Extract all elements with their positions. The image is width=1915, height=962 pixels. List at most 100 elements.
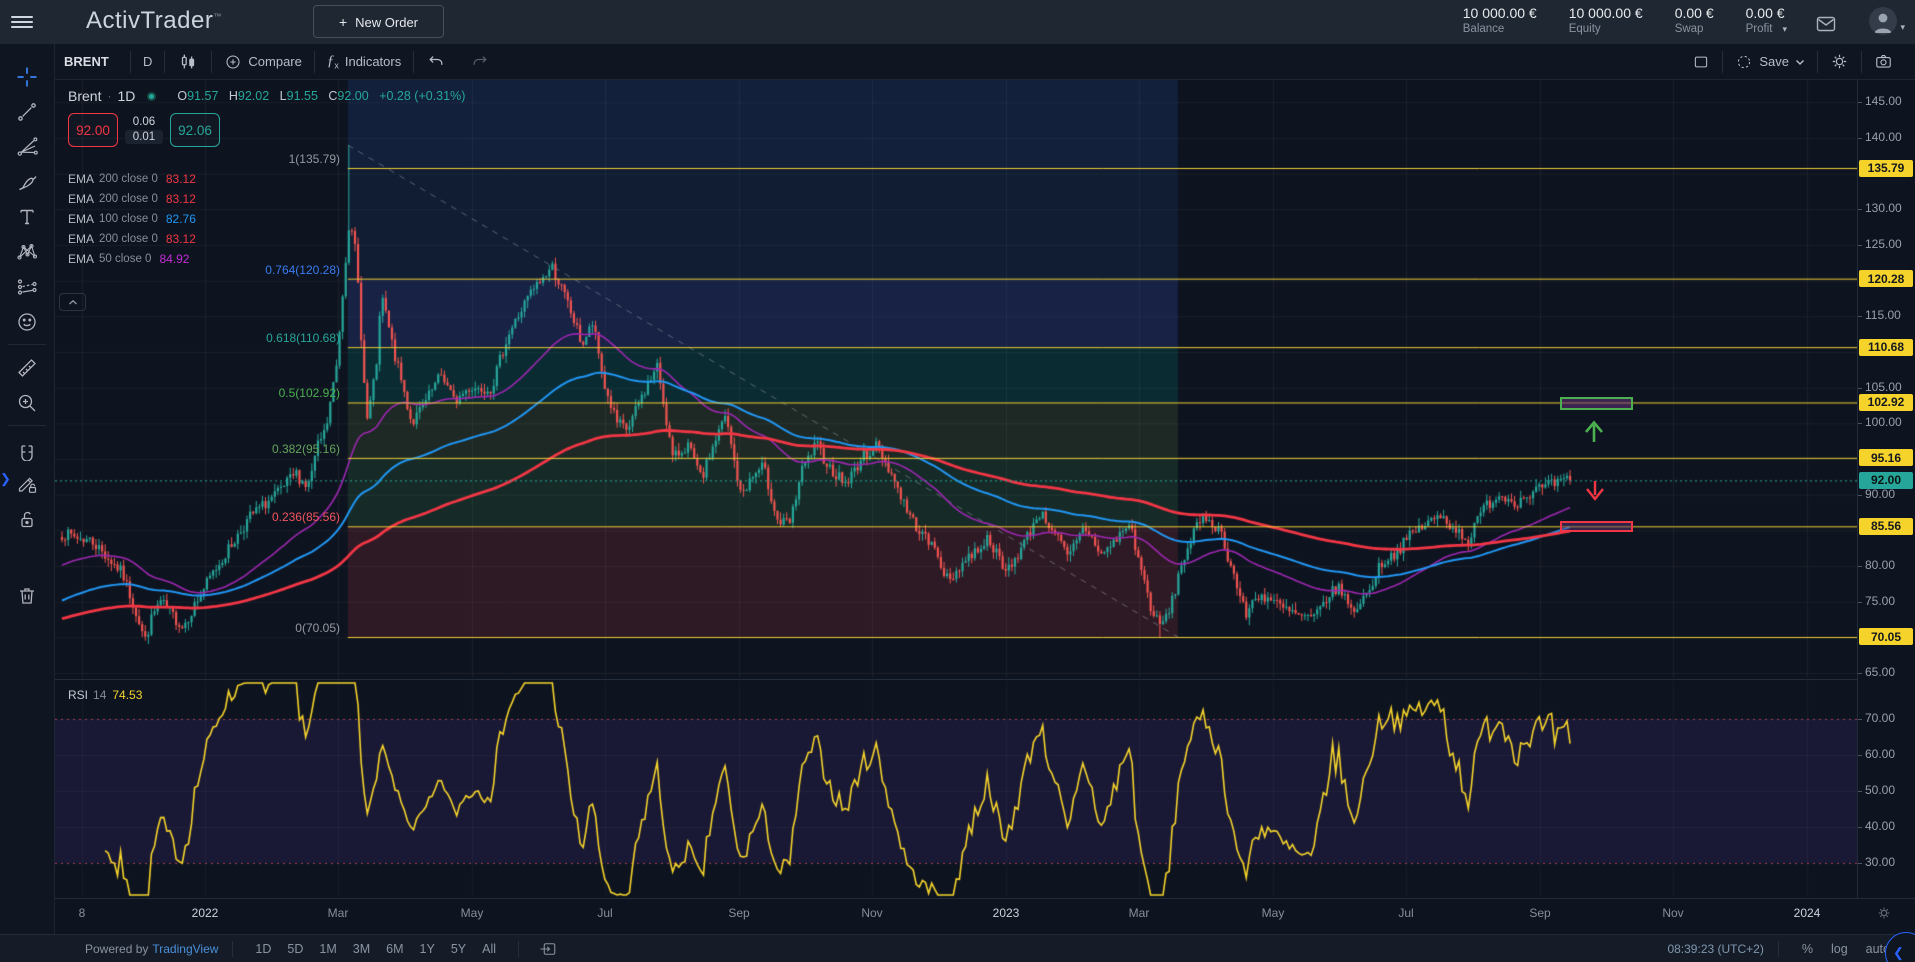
log-scale-button[interactable]: log — [1822, 940, 1857, 958]
clock[interactable]: 08:39:23 (UTC+2) — [1667, 941, 1764, 956]
range-1y-button[interactable]: 1Y — [412, 940, 443, 958]
bottom-bar: Powered by TradingView 1D 5D 1M 3M 6M 1Y 5Y All… — [0, 934, 1915, 962]
range-5y-button[interactable]: 5Y — [443, 940, 474, 958]
zoom-in-tool-icon[interactable] — [8, 385, 46, 420]
symbol-button[interactable]: BRENT — [55, 49, 130, 75]
text-tool-icon[interactable] — [8, 199, 46, 234]
bearish-arrow-icon[interactable] — [1582, 479, 1608, 501]
indicator-row-ema[interactable]: EMA 200 close 0 83.12 — [68, 229, 196, 249]
measure-tool-icon[interactable] — [8, 350, 46, 385]
indicator-row-ema[interactable]: EMA 100 close 0 82.76 — [68, 209, 196, 229]
fib-price-label[interactable]: 85.56 — [1859, 517, 1913, 535]
fib-level-label[interactable]: 0.382(95.16) — [271, 441, 340, 456]
percent-scale-button[interactable]: % — [1793, 940, 1822, 958]
main-chart-canvas[interactable] — [55, 80, 1857, 678]
current-price-label[interactable]: 92.00 — [1859, 471, 1913, 489]
range-1m-button[interactable]: 1M — [311, 940, 344, 958]
range-all-button[interactable]: All — [474, 940, 504, 958]
range-3m-button[interactable]: 3M — [345, 940, 378, 958]
rsi-legend[interactable]: RSI 14 74.53 — [68, 688, 143, 702]
fib-price-label[interactable]: 95.16 — [1859, 449, 1913, 467]
fib-level-label[interactable]: 0.764(120.28) — [265, 262, 340, 277]
fib-price-label[interactable]: 120.28 — [1859, 270, 1913, 288]
trend-line-tool-icon[interactable] — [8, 94, 46, 129]
pitchfork-tool-icon[interactable] — [8, 129, 46, 164]
balance-stat[interactable]: 10 000.00 € Balance — [1463, 5, 1537, 35]
price-axis[interactable]: 145.00 140.00 130.00 125.00 115.00 105.00 100.… — [1857, 80, 1915, 898]
indicator-row-ema[interactable]: EMA 50 close 0 84.92 — [68, 249, 196, 269]
compare-button[interactable]: Compare — [212, 49, 313, 75]
user-menu[interactable]: ▾ — [1869, 7, 1905, 35]
auto-scale-button[interactable]: auto — [1857, 940, 1899, 958]
spread-block: 0.06 0.01 — [121, 116, 167, 144]
time-tick-label: Nov — [1662, 906, 1684, 920]
interval-button[interactable]: D — [131, 49, 164, 75]
save-button[interactable]: Save — [1723, 49, 1817, 75]
fib-level-label[interactable]: 1(135.79) — [288, 152, 340, 166]
time-axis[interactable]: 8 2022 Mar May Jul Sep Nov 2023 Mar May Jul Sep Nov 2… — [55, 898, 1915, 934]
fib-level-label[interactable]: 0.236(85.56) — [271, 510, 340, 525]
symbol-legend[interactable]: Brent · 1D O91.57 H92.02 L91.55 C92.00 +… — [68, 88, 465, 104]
app-logo-text: ActivTrader — [86, 7, 214, 34]
fib-level-label[interactable]: 0.618(110.68) — [266, 331, 340, 346]
ema-name: EMA — [68, 212, 95, 226]
time-tick-label: 8 — [78, 906, 86, 920]
support-zone-box[interactable] — [1560, 520, 1633, 533]
divider — [8, 344, 46, 345]
forecast-tool-icon[interactable] — [8, 269, 46, 304]
magnet-tool-icon[interactable] — [8, 431, 46, 466]
undo-button[interactable] — [414, 49, 458, 75]
mail-icon[interactable] — [1814, 12, 1838, 36]
drawing-lock-tool-icon[interactable] — [8, 466, 46, 501]
go-to-date-icon[interactable] — [533, 939, 563, 959]
range-6m-button[interactable]: 6M — [378, 940, 411, 958]
snapshot-button[interactable] — [1862, 49, 1905, 75]
fib-price-label[interactable]: 110.68 — [1859, 338, 1913, 356]
swap-stat[interactable]: 0.00 € Swap — [1675, 5, 1714, 35]
range-5d-button[interactable]: 5D — [279, 940, 311, 958]
buy-button[interactable]: 92.06 — [170, 113, 220, 147]
sell-button[interactable]: 92.00 — [68, 113, 118, 147]
time-tick-label: Sep — [728, 906, 750, 920]
ema-value: 83.12 — [165, 232, 196, 246]
bullish-arrow-icon[interactable] — [1579, 418, 1609, 444]
chart-settings-button[interactable] — [1818, 49, 1861, 75]
emoji-tool-icon[interactable] — [8, 304, 46, 339]
indicator-row-ema[interactable]: EMA 200 close 0 83.12 — [68, 189, 196, 209]
profit-stat[interactable]: 0.00 € Profit ▾ — [1746, 5, 1787, 35]
fib-price-label[interactable]: 135.79 — [1859, 159, 1913, 177]
brush-tool-icon[interactable] — [8, 164, 46, 199]
watchlist-expander-chevron-icon[interactable]: ❯ — [0, 466, 14, 492]
tradingview-link[interactable]: TradingView — [152, 941, 219, 956]
price-tick-label: 75.00 — [1857, 593, 1896, 608]
pane-divider[interactable] — [55, 679, 1915, 680]
new-order-button[interactable]: + New Order — [313, 5, 444, 38]
range-1d-button[interactable]: 1D — [247, 940, 279, 958]
collapse-legend-button[interactable] — [59, 293, 86, 311]
fib-price-label[interactable]: 70.05 — [1859, 628, 1913, 646]
ema-name: EMA — [68, 172, 95, 186]
redo-button[interactable] — [458, 49, 502, 75]
lock-all-tool-icon[interactable] — [8, 501, 46, 536]
indicator-row-ema[interactable]: EMA 200 close 0 83.12 — [68, 169, 196, 189]
fib-level-label[interactable]: 0.5(102.92) — [278, 386, 340, 401]
divider — [1722, 50, 1724, 73]
plus-icon: + — [338, 13, 348, 30]
xabcd-pattern-tool-icon[interactable] — [8, 234, 46, 269]
price-tick-label: 145.00 — [1858, 94, 1902, 109]
time-axis-settings-gear-icon[interactable] — [1876, 905, 1892, 921]
chart-style-button[interactable] — [165, 49, 211, 75]
fib-price-label[interactable]: 102.92 — [1859, 393, 1913, 411]
rsi-tick-label: 70.00 — [1857, 711, 1896, 725]
crosshair-tool-icon[interactable] — [8, 59, 46, 94]
ema-value: 82.76 — [165, 212, 196, 226]
rsi-pane-canvas[interactable] — [55, 681, 1857, 897]
indicators-button[interactable]: ƒx Indicators — [315, 49, 413, 75]
equity-stat[interactable]: 10 000.00 € Equity — [1569, 5, 1643, 35]
target-zone-box[interactable] — [1560, 396, 1633, 411]
remove-drawings-tool-icon[interactable] — [8, 578, 46, 613]
price-tick-label: 140.00 — [1858, 129, 1902, 144]
multichart-layout-button[interactable] — [1680, 49, 1722, 75]
fib-level-label[interactable]: 0(70.05) — [295, 620, 340, 635]
menu-icon[interactable] — [11, 13, 33, 31]
